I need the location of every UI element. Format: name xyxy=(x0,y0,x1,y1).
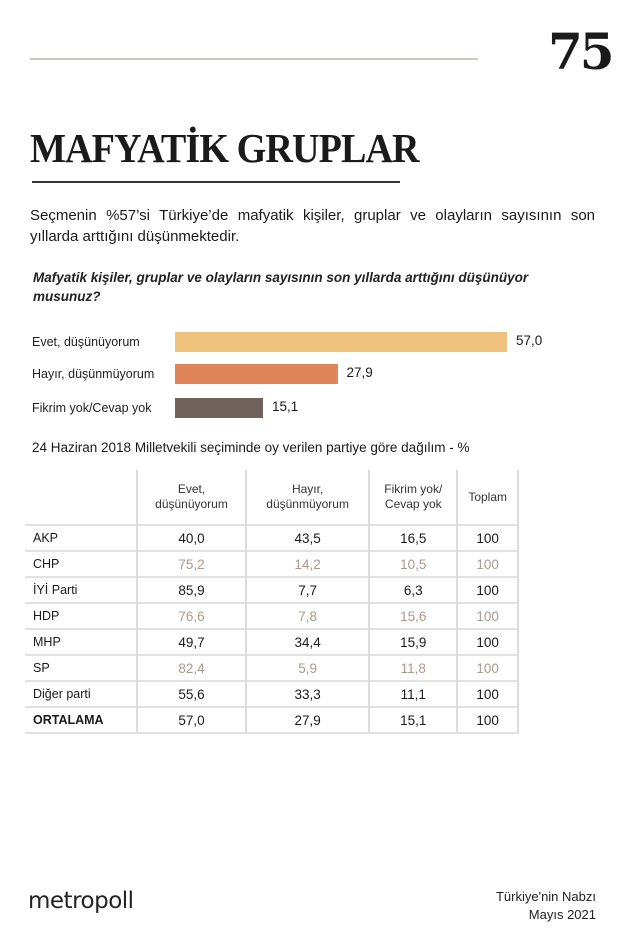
bar-value-label: 27,9 xyxy=(346,365,373,380)
title-underline xyxy=(32,181,400,183)
party-name: ORTALAMA xyxy=(25,706,137,734)
survey-question: Mafyatik kişiler, gruplar ve olayların s… xyxy=(33,270,529,304)
table-cell: 85,9 xyxy=(135,576,247,603)
table-cell: 6,3 xyxy=(368,576,458,603)
table-cell: 10,5 xyxy=(368,550,458,577)
header-rule xyxy=(30,58,478,60)
table-cell: 27,9 xyxy=(245,706,370,734)
table-cell: 100 xyxy=(456,524,519,551)
table-cell: 100 xyxy=(456,602,519,629)
table-header-row: Evet, düşünüyorum Hayır, düşünmüyorum Fikr… xyxy=(25,470,519,525)
table-cell: 100 xyxy=(456,706,519,734)
table-cell: 7,7 xyxy=(245,576,370,603)
column-header xyxy=(25,470,137,525)
table-row: SP 82,4 5,9 11,8 100 xyxy=(25,654,519,681)
table-cell: 15,9 xyxy=(368,628,458,655)
publication-date: Mayıs 2021 xyxy=(528,907,596,922)
bar-value-label: 15,1 xyxy=(271,399,299,414)
table-row: HDP 76,6 7,8 15,6 100 xyxy=(25,602,519,629)
table-cell: 100 xyxy=(456,654,519,681)
table-cell: 49,7 xyxy=(135,628,247,655)
party-name: Diğer parti xyxy=(25,680,137,707)
column-header: Toplam xyxy=(456,470,519,525)
party-name: İYİ Parti xyxy=(25,576,137,603)
party-name: CHP xyxy=(25,550,137,577)
bar-label: Fikrim yok/Cevap yok xyxy=(32,401,152,415)
table-cell: 34,4 xyxy=(245,628,370,655)
table-cell: 14,2 xyxy=(245,550,370,577)
table-cell: 76,6 xyxy=(135,602,247,629)
table-cell: 100 xyxy=(456,680,519,707)
table-cell: 5,9 xyxy=(245,654,370,681)
table-cell: 33,3 xyxy=(245,680,370,707)
table-cell: 11,1 xyxy=(368,680,458,707)
metropoll-logo: metropoll xyxy=(28,888,134,914)
table-cell: 16,5 xyxy=(368,524,458,551)
table-cell: 57,0 xyxy=(135,706,247,734)
column-header: Hayır, düşünmüyorum xyxy=(245,470,370,525)
party-name: AKP xyxy=(25,524,137,551)
footer-info: Türkiye'nin Nabzı Mayıs 2021 xyxy=(496,888,596,924)
bar xyxy=(175,398,263,418)
table-cell: 55,6 xyxy=(135,680,247,707)
bar xyxy=(175,364,338,384)
table-cell: 7,8 xyxy=(245,602,370,629)
table-cell: 15,1 xyxy=(368,706,458,734)
page-number: 75 xyxy=(548,22,615,81)
bar xyxy=(175,332,507,352)
table-subtitle: 24 Haziran 2018 Milletvekili seçiminde o… xyxy=(32,440,470,455)
party-name: MHP xyxy=(25,628,137,655)
column-header: Evet, düşünüyorum xyxy=(135,470,247,525)
bar-label: Hayır, düşünmüyorum xyxy=(32,367,155,381)
table-row: MHP 49,7 34,4 15,9 100 xyxy=(25,628,519,655)
lead-paragraph: Seçmenin %57’si Türkiye’de mafyatik kişi… xyxy=(30,207,595,245)
table-cell: 40,0 xyxy=(135,524,247,551)
table-row: CHP 75,2 14,2 10,5 100 xyxy=(25,550,519,577)
page-title: MAFYATİK GRUPLAR xyxy=(30,125,420,171)
table-cell: 43,5 xyxy=(245,524,370,551)
table-row: ORTALAMA 57,0 27,9 15,1 100 xyxy=(25,706,519,734)
table-cell: 11,8 xyxy=(368,654,458,681)
table-cell: 75,2 xyxy=(135,550,247,577)
table-row: İYİ Parti 85,9 7,7 6,3 100 xyxy=(25,576,519,603)
table-cell: 100 xyxy=(456,550,519,577)
table-cell: 82,4 xyxy=(135,654,247,681)
table-cell: 100 xyxy=(456,576,519,603)
table-row: AKP 40,0 43,5 16,5 100 xyxy=(25,524,519,551)
party-name: HDP xyxy=(25,602,137,629)
party-name: SP xyxy=(25,654,137,681)
table-row: Diğer parti 55,6 33,3 11,1 100 xyxy=(25,680,519,707)
bar-label: Evet, düşünüyorum xyxy=(32,335,140,349)
publication-name: Türkiye'nin Nabzı xyxy=(495,889,596,904)
column-header: Fikrim yok/ Cevap yok xyxy=(368,470,458,525)
bar-value-label: 57,0 xyxy=(516,333,543,348)
table-cell: 15,6 xyxy=(368,602,458,629)
party-breakdown-table: Evet, düşünüyorum Hayır, düşünmüyorum Fikr… xyxy=(25,470,519,734)
table-cell: 100 xyxy=(456,628,519,655)
